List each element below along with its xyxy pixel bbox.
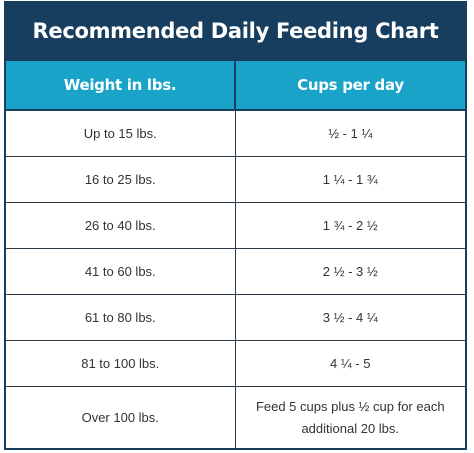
cups-cell: Feed 5 cups plus ½ cup for each addition… <box>234 386 465 448</box>
column-header-weight: Weight in lbs. <box>6 59 235 111</box>
feeding-table: Weight in lbs. Cups per day Up to 15 lbs… <box>6 59 465 448</box>
table-row: Up to 15 lbs. ½ - 1 ¼ <box>6 110 465 157</box>
column-header-cups: Cups per day <box>234 59 465 111</box>
table-row: 81 to 100 lbs. 4 ¼ - 5 <box>6 340 465 387</box>
cups-cell: 4 ¼ - 5 <box>234 340 465 387</box>
table-row: 26 to 40 lbs. 1 ¾ - 2 ½ <box>6 202 465 249</box>
weight-cell: 61 to 80 lbs. <box>6 294 235 341</box>
cups-cell: ½ - 1 ¼ <box>234 110 465 157</box>
weight-cell: 26 to 40 lbs. <box>6 202 235 249</box>
cups-cell: 1 ¾ - 2 ½ <box>234 202 465 249</box>
weight-cell: Over 100 lbs. <box>6 386 235 448</box>
cups-cell: 1 ¼ - 1 ¾ <box>234 156 465 203</box>
table-row: Over 100 lbs. Feed 5 cups plus ½ cup for… <box>6 386 465 448</box>
weight-cell: 81 to 100 lbs. <box>6 340 235 387</box>
cups-cell: 3 ½ - 4 ¼ <box>234 294 465 341</box>
weight-cell: 16 to 25 lbs. <box>6 156 235 203</box>
table-row: 61 to 80 lbs. 3 ½ - 4 ¼ <box>6 294 465 341</box>
weight-cell: 41 to 60 lbs. <box>6 248 235 295</box>
table-row: 16 to 25 lbs. 1 ¼ - 1 ¾ <box>6 156 465 203</box>
cups-cell: 2 ½ - 3 ½ <box>234 248 465 295</box>
feeding-chart: Recommended Daily Feeding Chart Weight i… <box>4 1 467 450</box>
table-row: 41 to 60 lbs. 2 ½ - 3 ½ <box>6 248 465 295</box>
table-header-row: Weight in lbs. Cups per day <box>6 59 465 111</box>
weight-cell: Up to 15 lbs. <box>83 125 157 141</box>
chart-title: Recommended Daily Feeding Chart <box>6 3 465 59</box>
